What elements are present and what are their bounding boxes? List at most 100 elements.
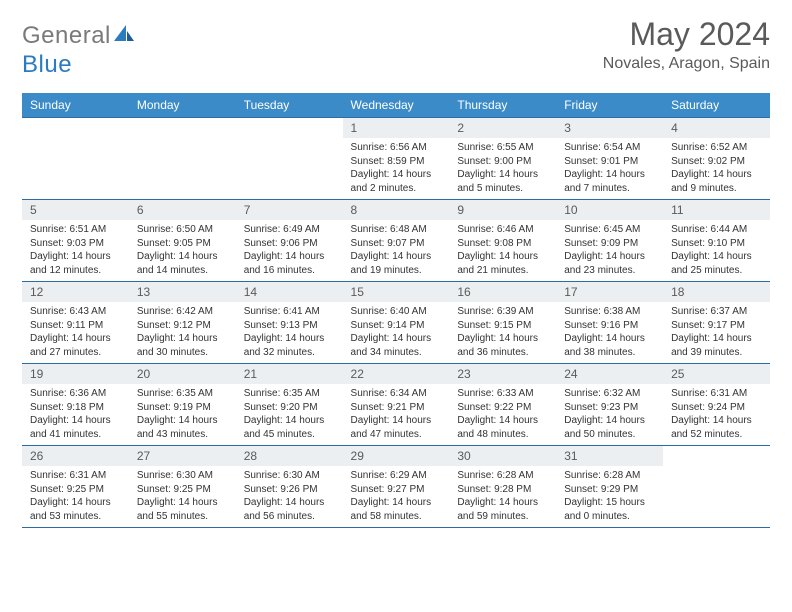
calendar-cell: 5Sunrise: 6:51 AMSunset: 9:03 PMDaylight…	[22, 200, 129, 282]
day-number: 9	[449, 200, 556, 220]
day-details: Sunrise: 6:32 AMSunset: 9:23 PMDaylight:…	[556, 384, 663, 445]
day-number: 10	[556, 200, 663, 220]
day-details: Sunrise: 6:35 AMSunset: 9:19 PMDaylight:…	[129, 384, 236, 445]
day-details: Sunrise: 6:55 AMSunset: 9:00 PMDaylight:…	[449, 138, 556, 199]
calendar-cell: 18Sunrise: 6:37 AMSunset: 9:17 PMDayligh…	[663, 282, 770, 364]
calendar-cell: 28Sunrise: 6:30 AMSunset: 9:26 PMDayligh…	[236, 446, 343, 528]
day-details: Sunrise: 6:28 AMSunset: 9:29 PMDaylight:…	[556, 466, 663, 527]
calendar-cell: 23Sunrise: 6:33 AMSunset: 9:22 PMDayligh…	[449, 364, 556, 446]
day-number: 17	[556, 282, 663, 302]
calendar-cell: 11Sunrise: 6:44 AMSunset: 9:10 PMDayligh…	[663, 200, 770, 282]
day-details: Sunrise: 6:56 AMSunset: 8:59 PMDaylight:…	[343, 138, 450, 199]
day-details: Sunrise: 6:38 AMSunset: 9:16 PMDaylight:…	[556, 302, 663, 363]
day-number: 24	[556, 364, 663, 384]
day-number: 23	[449, 364, 556, 384]
day-number: 11	[663, 200, 770, 220]
day-details: Sunrise: 6:54 AMSunset: 9:01 PMDaylight:…	[556, 138, 663, 199]
calendar-cell: 10Sunrise: 6:45 AMSunset: 9:09 PMDayligh…	[556, 200, 663, 282]
day-details: Sunrise: 6:40 AMSunset: 9:14 PMDaylight:…	[343, 302, 450, 363]
day-details: Sunrise: 6:36 AMSunset: 9:18 PMDaylight:…	[22, 384, 129, 445]
day-number: 6	[129, 200, 236, 220]
day-details: Sunrise: 6:52 AMSunset: 9:02 PMDaylight:…	[663, 138, 770, 199]
calendar-cell: 21Sunrise: 6:35 AMSunset: 9:20 PMDayligh…	[236, 364, 343, 446]
day-header: Thursday	[449, 93, 556, 118]
day-number: 7	[236, 200, 343, 220]
calendar-cell: 15Sunrise: 6:40 AMSunset: 9:14 PMDayligh…	[343, 282, 450, 364]
day-number: 22	[343, 364, 450, 384]
day-details: Sunrise: 6:48 AMSunset: 9:07 PMDaylight:…	[343, 220, 450, 281]
day-number: 19	[22, 364, 129, 384]
day-details: Sunrise: 6:49 AMSunset: 9:06 PMDaylight:…	[236, 220, 343, 281]
day-header: Monday	[129, 93, 236, 118]
day-number: 29	[343, 446, 450, 466]
calendar-cell: 1Sunrise: 6:56 AMSunset: 8:59 PMDaylight…	[343, 118, 450, 200]
day-number: 21	[236, 364, 343, 384]
day-details: Sunrise: 6:31 AMSunset: 9:24 PMDaylight:…	[663, 384, 770, 445]
calendar-cell: 19Sunrise: 6:36 AMSunset: 9:18 PMDayligh…	[22, 364, 129, 446]
day-details: Sunrise: 6:46 AMSunset: 9:08 PMDaylight:…	[449, 220, 556, 281]
calendar-cell: 4Sunrise: 6:52 AMSunset: 9:02 PMDaylight…	[663, 118, 770, 200]
day-header: Saturday	[663, 93, 770, 118]
day-number: 25	[663, 364, 770, 384]
day-number: 4	[663, 118, 770, 138]
day-number: 31	[556, 446, 663, 466]
day-number: 28	[236, 446, 343, 466]
calendar-cell: .	[22, 118, 129, 200]
calendar-cell: 22Sunrise: 6:34 AMSunset: 9:21 PMDayligh…	[343, 364, 450, 446]
calendar-cell: 29Sunrise: 6:29 AMSunset: 9:27 PMDayligh…	[343, 446, 450, 528]
day-details: Sunrise: 6:39 AMSunset: 9:15 PMDaylight:…	[449, 302, 556, 363]
calendar-table: SundayMondayTuesdayWednesdayThursdayFrid…	[22, 93, 770, 528]
day-details: Sunrise: 6:43 AMSunset: 9:11 PMDaylight:…	[22, 302, 129, 363]
day-header: Sunday	[22, 93, 129, 118]
day-number: 3	[556, 118, 663, 138]
day-details: Sunrise: 6:30 AMSunset: 9:25 PMDaylight:…	[129, 466, 236, 527]
month-title: May 2024	[603, 16, 770, 53]
day-details: Sunrise: 6:33 AMSunset: 9:22 PMDaylight:…	[449, 384, 556, 445]
day-details: Sunrise: 6:51 AMSunset: 9:03 PMDaylight:…	[22, 220, 129, 281]
day-details: Sunrise: 6:37 AMSunset: 9:17 PMDaylight:…	[663, 302, 770, 363]
day-details: Sunrise: 6:42 AMSunset: 9:12 PMDaylight:…	[129, 302, 236, 363]
logo-word-blue: Blue	[22, 51, 72, 79]
calendar-cell: 9Sunrise: 6:46 AMSunset: 9:08 PMDaylight…	[449, 200, 556, 282]
day-details: Sunrise: 6:41 AMSunset: 9:13 PMDaylight:…	[236, 302, 343, 363]
logo: General	[22, 22, 138, 50]
calendar-cell: 6Sunrise: 6:50 AMSunset: 9:05 PMDaylight…	[129, 200, 236, 282]
day-number: 27	[129, 446, 236, 466]
day-details: Sunrise: 6:35 AMSunset: 9:20 PMDaylight:…	[236, 384, 343, 445]
calendar-cell: 17Sunrise: 6:38 AMSunset: 9:16 PMDayligh…	[556, 282, 663, 364]
calendar-cell: 7Sunrise: 6:49 AMSunset: 9:06 PMDaylight…	[236, 200, 343, 282]
day-header: Wednesday	[343, 93, 450, 118]
day-number: 18	[663, 282, 770, 302]
day-number: 2	[449, 118, 556, 138]
day-details: Sunrise: 6:29 AMSunset: 9:27 PMDaylight:…	[343, 466, 450, 527]
day-details: Sunrise: 6:31 AMSunset: 9:25 PMDaylight:…	[22, 466, 129, 527]
calendar-cell: 12Sunrise: 6:43 AMSunset: 9:11 PMDayligh…	[22, 282, 129, 364]
day-number: 26	[22, 446, 129, 466]
day-details: Sunrise: 6:30 AMSunset: 9:26 PMDaylight:…	[236, 466, 343, 527]
day-number: 30	[449, 446, 556, 466]
day-number: 15	[343, 282, 450, 302]
day-details: Sunrise: 6:45 AMSunset: 9:09 PMDaylight:…	[556, 220, 663, 281]
day-number: 8	[343, 200, 450, 220]
day-number: 5	[22, 200, 129, 220]
day-details: Sunrise: 6:34 AMSunset: 9:21 PMDaylight:…	[343, 384, 450, 445]
calendar-cell: 16Sunrise: 6:39 AMSunset: 9:15 PMDayligh…	[449, 282, 556, 364]
calendar-cell: 27Sunrise: 6:30 AMSunset: 9:25 PMDayligh…	[129, 446, 236, 528]
calendar-cell: .	[129, 118, 236, 200]
logo-sail-icon	[114, 23, 136, 48]
day-header: Friday	[556, 93, 663, 118]
calendar-cell: .	[663, 446, 770, 528]
day-number: 20	[129, 364, 236, 384]
calendar-cell: 30Sunrise: 6:28 AMSunset: 9:28 PMDayligh…	[449, 446, 556, 528]
day-details: Sunrise: 6:44 AMSunset: 9:10 PMDaylight:…	[663, 220, 770, 281]
day-header: Tuesday	[236, 93, 343, 118]
day-number: 12	[22, 282, 129, 302]
day-number: 14	[236, 282, 343, 302]
calendar-cell: 14Sunrise: 6:41 AMSunset: 9:13 PMDayligh…	[236, 282, 343, 364]
location-subtitle: Novales, Aragon, Spain	[603, 55, 770, 73]
day-number: 13	[129, 282, 236, 302]
calendar-cell: 3Sunrise: 6:54 AMSunset: 9:01 PMDaylight…	[556, 118, 663, 200]
day-number: 1	[343, 118, 450, 138]
calendar-cell: 26Sunrise: 6:31 AMSunset: 9:25 PMDayligh…	[22, 446, 129, 528]
calendar-cell: 13Sunrise: 6:42 AMSunset: 9:12 PMDayligh…	[129, 282, 236, 364]
